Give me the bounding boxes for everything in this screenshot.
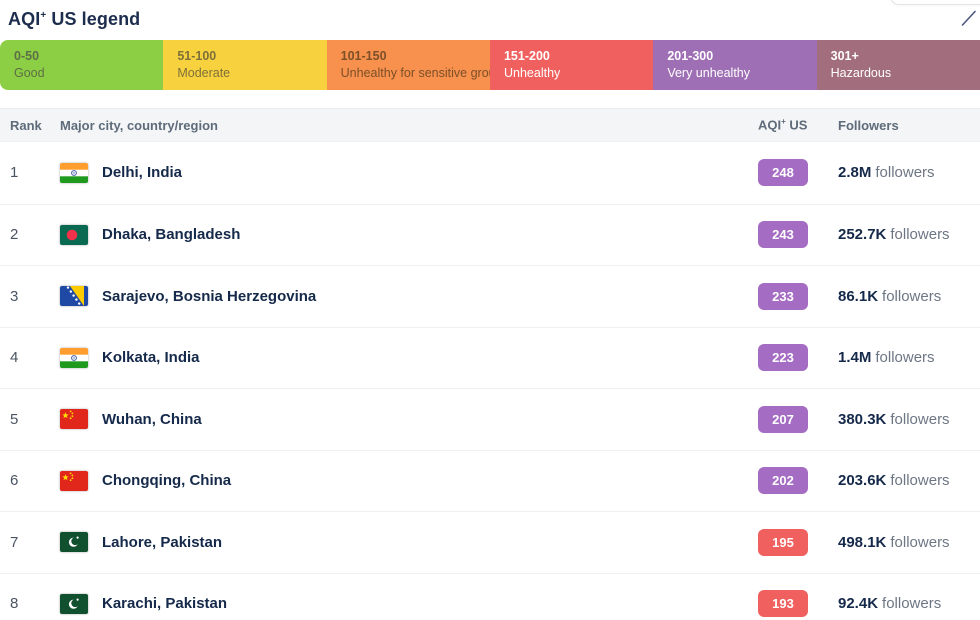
aqi-badge: 243 [758, 221, 808, 249]
followers-cell: 92.4K followers [838, 595, 942, 613]
table-row[interactable]: 6 Chongqing, China 202 203.6K followers [0, 449, 980, 511]
pakistan-flag-icon [60, 532, 88, 553]
legend-label: Good [14, 66, 45, 80]
legend-segment-hazardous: 301+ Hazardous [816, 40, 980, 90]
legend-range: 151-200 [503, 49, 550, 63]
table-row[interactable]: 3 Sarajevo, Bosnia Herzegovina 233 86.1K… [0, 265, 980, 327]
table-row[interactable]: 7 Lahore, Pakistan 195 498.1K followers [0, 511, 980, 573]
aqi-badge: 223 [758, 344, 808, 372]
rank-value: 6 [10, 472, 19, 490]
rank-value: 7 [10, 533, 19, 551]
aqi-badge: 195 [758, 528, 808, 556]
legend-segment-usg: 101-150 Unhealthy for sensitive groups [326, 40, 490, 90]
rank-value: 2 [10, 226, 19, 244]
diagonal-arrow-icon[interactable] [961, 9, 977, 27]
city-link[interactable]: Chongqing, China [102, 472, 232, 490]
city-link[interactable]: Lahore, Pakistan [102, 533, 223, 551]
page-title: AQI+ US legend [8, 9, 141, 29]
table-header-row: Rank Major city, country/region AQI+ US … [0, 108, 980, 142]
pakistan-flag-icon [60, 593, 88, 614]
aqi-badge: 207 [758, 405, 808, 433]
table-row[interactable]: 4 Kolkata, India 223 1.4M followers [0, 326, 980, 388]
aqi-legend-bar: 0-50 Good 51-100 Moderate 101-150 Unheal… [0, 40, 980, 90]
legend-segment-good: 0-50 Good [0, 40, 164, 90]
header-city: Major city, country/region [60, 117, 218, 133]
legend-range: 201-300 [667, 49, 714, 63]
bosnia-herzegovina-flag-icon [60, 286, 88, 307]
city-link[interactable]: Karachi, Pakistan [102, 595, 228, 613]
legend-range: 0-50 [14, 49, 40, 63]
followers-cell: 203.6K followers [838, 472, 950, 490]
header-rank: Rank [10, 117, 42, 133]
header-followers: Followers [838, 117, 899, 133]
aqi-badge: 233 [758, 282, 808, 310]
table-row[interactable]: 1 Delhi, India 248 2.8M followers [0, 142, 980, 204]
legend-label: Unhealthy for sensitive groups [340, 66, 490, 80]
legend-label: Hazardous [830, 66, 892, 80]
rank-value: 3 [10, 287, 19, 305]
followers-cell: 498.1K followers [838, 533, 950, 551]
rank-value: 1 [10, 164, 19, 182]
china-flag-icon [60, 409, 88, 430]
legend-label: Unhealthy [503, 66, 561, 80]
legend-range: 101-150 [340, 49, 387, 63]
legend-label: Moderate [177, 66, 231, 80]
page-header: AQI+ US legend [0, 0, 980, 40]
followers-cell: 380.3K followers [838, 410, 950, 428]
rank-value: 8 [10, 595, 19, 613]
rank-value: 5 [10, 410, 19, 428]
legend-segment-moderate: 51-100 Moderate [163, 40, 327, 90]
city-link[interactable]: Wuhan, China [102, 410, 202, 428]
city-link[interactable]: Delhi, India [102, 164, 183, 182]
legend-label: Very unhealthy [667, 66, 751, 80]
legend-range: 301+ [830, 49, 859, 63]
aqi-badge: 248 [758, 159, 808, 187]
table-row[interactable]: 5 Wuhan, China 207 380.3K followers [0, 388, 980, 450]
aqi-badge: 202 [758, 467, 808, 495]
followers-cell: 252.7K followers [838, 226, 950, 244]
legend-segment-unhealthy: 151-200 Unhealthy [489, 40, 654, 90]
table-row[interactable]: 8 Karachi, Pakistan 193 92.4K followers [0, 572, 980, 620]
city-link[interactable]: Kolkata, India [102, 349, 200, 367]
india-flag-icon [60, 162, 88, 183]
followers-cell: 86.1K followers [838, 287, 942, 305]
aqi-badge: 193 [758, 590, 808, 618]
title-superscript: + [40, 10, 47, 21]
rank-value: 4 [10, 349, 19, 367]
china-flag-icon [60, 470, 88, 491]
followers-cell: 1.4M followers [838, 349, 935, 367]
bangladesh-flag-icon [60, 224, 88, 245]
city-ranking-table: Rank Major city, country/region AQI+ US … [0, 108, 980, 620]
city-link[interactable]: Sarajevo, Bosnia Herzegovina [102, 287, 317, 305]
followers-cell: 2.8M followers [838, 164, 935, 182]
city-link[interactable]: Dhaka, Bangladesh [102, 226, 241, 244]
india-flag-icon [60, 347, 88, 368]
table-row[interactable]: 2 Dhaka, Bangladesh 243 252.7K followers [0, 203, 980, 265]
cutoff-tooltip [890, 0, 980, 5]
legend-segment-very-unhealthy: 201-300 Very unhealthy [653, 40, 817, 90]
legend-range: 51-100 [177, 49, 217, 63]
header-aqi: AQI+ US [758, 117, 808, 133]
